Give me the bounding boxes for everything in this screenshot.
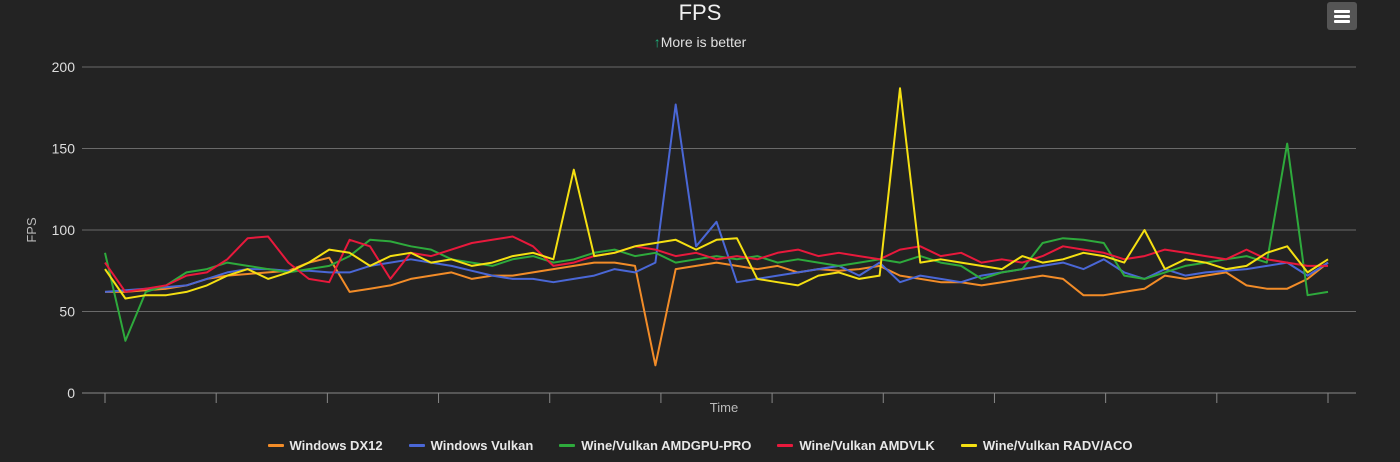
legend-swatch <box>408 444 425 447</box>
series-line-wine-vulkan-amdvlk <box>104 235 1328 293</box>
legend-label: Wine/Vulkan AMDGPU-PRO <box>581 438 752 453</box>
legend-item[interactable]: Wine/Vulkan AMDVLK <box>777 438 935 453</box>
legend-item[interactable]: Windows Vulkan <box>408 438 534 453</box>
legend-label: Wine/Vulkan RADV/ACO <box>982 438 1133 453</box>
x-axis-label: Time <box>710 400 738 415</box>
legend-label: Windows DX12 <box>289 438 383 453</box>
legend-item[interactable]: Wine/Vulkan AMDGPU-PRO <box>559 438 751 453</box>
series-line-wine-vulkan-amdgpu-pro <box>104 142 1329 342</box>
legend-swatch <box>777 444 794 447</box>
legend-swatch <box>559 444 576 447</box>
legend-swatch <box>267 444 284 447</box>
legend-label: Windows Vulkan <box>430 438 534 453</box>
hamburger-bar <box>1334 20 1350 23</box>
subtitle-text: More is better <box>660 34 747 50</box>
y-axis-label: FPS <box>24 217 39 243</box>
legend-label: Wine/Vulkan AMDVLK <box>799 438 935 453</box>
chart-subtitle: ↑More is better <box>0 34 1400 50</box>
y-tick-label: 100 <box>52 222 76 238</box>
chart-title: FPS <box>678 0 722 25</box>
legend-item[interactable]: Wine/Vulkan RADV/ACO <box>960 438 1133 453</box>
chart-menu-button[interactable] <box>1327 2 1357 30</box>
hamburger-bar <box>1334 15 1350 18</box>
series-line-windows-vulkan <box>104 103 1329 293</box>
y-tick-label: 0 <box>67 385 75 401</box>
y-tick-label: 50 <box>59 304 75 320</box>
legend: Windows DX12 Windows Vulkan Wine/Vulkan AM… <box>0 438 1400 453</box>
hamburger-menu-icon <box>1334 10 1350 13</box>
legend-item[interactable]: Windows DX12 <box>267 438 383 453</box>
y-tick-label: 200 <box>52 59 76 75</box>
legend-swatch <box>960 444 977 447</box>
series-line-wine-vulkan-radv-aco <box>104 87 1329 300</box>
arrow-up-icon: ↑ <box>653 34 661 50</box>
y-tick-label: 150 <box>52 141 76 157</box>
